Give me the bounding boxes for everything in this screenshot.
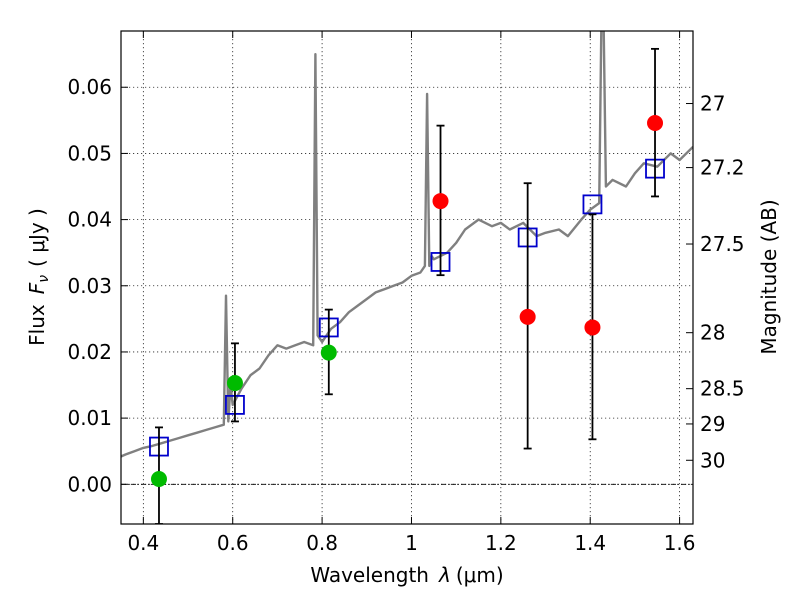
y-axis-title-symbol: F (25, 282, 49, 294)
y-axis-title-subscript: ν (36, 275, 52, 283)
y-axis-title-unit: ( μJy ) (25, 208, 49, 267)
model-spectrum-line (121, 31, 693, 458)
x-axis-title: Wavelength λ (μm) (310, 563, 503, 587)
flux-point (647, 114, 664, 131)
detection-point (320, 344, 337, 361)
x-tick-label: 0.4 (127, 531, 159, 555)
axis-ticks: 0.4 0.6 0.8 1 1.2 1.4 1.6 0.00 0.01 0.02 0.03 0.04 0… (67, 31, 745, 555)
y-tick-label: 0.00 (67, 472, 112, 496)
plot-frame (120, 30, 694, 525)
flux-point (584, 319, 601, 336)
grid-lines (121, 31, 693, 524)
x-tick-label: 1.4 (574, 531, 606, 555)
x-tick-label: 0.8 (306, 531, 338, 555)
model-photometry-square (582, 194, 603, 215)
mag-tick-label: 27.5 (700, 232, 745, 256)
x-tick-label: 1 (405, 531, 418, 555)
mag-tick-label: 28.5 (700, 377, 745, 401)
y-axis-title: Flux Fν ( μJy ) (25, 208, 52, 346)
x-axis-title-symbol: λ (438, 563, 451, 587)
y-tick-label: 0.06 (67, 75, 112, 99)
y-tick-label: 0.04 (67, 208, 112, 232)
mag-tick-label: 27 (700, 92, 725, 116)
x-tick-label: 1.2 (485, 531, 517, 555)
y-axis-title-prefix: Flux (25, 304, 49, 346)
flux-point (432, 193, 449, 210)
y-tick-label: 0.02 (67, 340, 112, 364)
y-tick-label: 0.05 (67, 141, 112, 165)
mag-tick-label: 29 (700, 412, 725, 436)
y-tick-label: 0.03 (67, 274, 112, 298)
x-tick-label: 0.6 (217, 531, 249, 555)
plot-marks (121, 31, 693, 524)
x-axis-title-prefix: Wavelength (310, 563, 429, 587)
y-tick-label: 0.01 (67, 406, 112, 430)
detection-point (150, 471, 167, 488)
detection-point (226, 375, 243, 392)
y2-axis-title: Magnitude (AB) (757, 199, 781, 354)
mag-tick-label: 27.2 (700, 156, 745, 180)
mag-tick-label: 28 (700, 321, 725, 345)
x-axis-title-unit: (μm) (456, 563, 504, 587)
x-tick-label: 1.6 (664, 531, 696, 555)
flux-point (519, 308, 536, 325)
mag-tick-label: 30 (700, 448, 725, 472)
